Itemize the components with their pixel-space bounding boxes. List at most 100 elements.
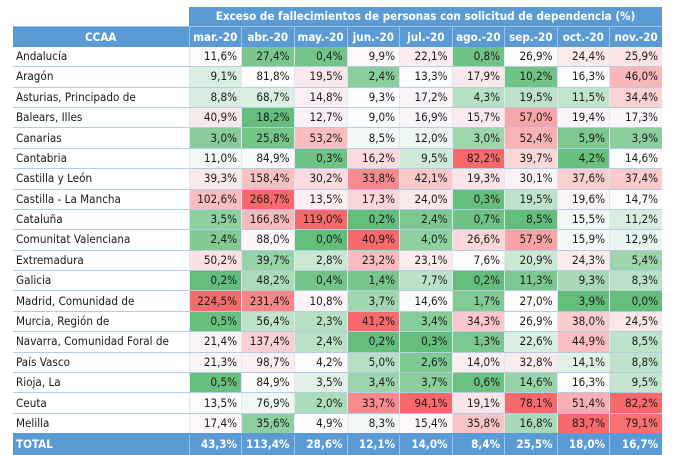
value-cell: 4,2% [293, 352, 348, 374]
table-row: Melilla 17,4% 35,6% 4,9% 8,3% 15,4% 35,8% 16,8%… [13, 413, 663, 435]
value-cell: 14,0% [451, 352, 505, 374]
value-cell: 50,2% [188, 250, 242, 272]
value-cell: 14,1% [556, 352, 610, 374]
value-cell: 57,0% [504, 107, 558, 129]
value-cell: 102,6% [188, 189, 242, 210]
region-name: Rioja, La [13, 372, 189, 394]
table-row: Galicia 0,2% 48,2% 0,4% 1,4% 7,7% 0,2% 11,3% 9,3… [13, 270, 663, 292]
region-name: Balears, Illes [13, 107, 189, 129]
value-cell: 84,9% [241, 148, 294, 170]
value-cell: 21,4% [188, 331, 242, 353]
value-cell: 37,6% [556, 168, 610, 190]
region-name: Cantabria [13, 148, 189, 170]
value-cell: 12,7% [293, 107, 348, 129]
value-cell: 33,8% [346, 168, 400, 190]
value-cell: 51,4% [556, 392, 610, 414]
value-cell: 0,2% [188, 270, 242, 292]
value-cell: 34,4% [609, 87, 663, 108]
value-cell: 3,4% [399, 311, 453, 333]
value-cell: 57,9% [504, 229, 558, 251]
value-cell: 25,9% [609, 46, 663, 68]
value-cell: 17,2% [399, 87, 453, 108]
value-cell: 2,4% [346, 66, 400, 88]
header-blank-cell [13, 7, 189, 27]
value-cell: 0,8% [451, 46, 505, 68]
value-cell: 48,2% [241, 270, 294, 292]
value-cell: 2,6% [399, 352, 453, 374]
value-cell: 13,5% [293, 189, 348, 210]
value-cell: 7,7% [399, 270, 453, 292]
value-cell: 35,6% [241, 413, 294, 435]
value-cell: 14,6% [399, 290, 453, 312]
total-value-cell: 16,7% [609, 433, 663, 455]
value-cell: 53,2% [293, 127, 348, 149]
value-cell: 38,0% [556, 311, 610, 333]
table-row: Asturias, Principado de 8,8% 68,7% 14,8% 9,3… [13, 87, 663, 108]
value-cell: 76,9% [241, 392, 294, 414]
value-cell: 19,4% [556, 107, 610, 129]
table-row: Madrid, Comunidad de 224,5% 231,4% 10,8% 3,7… [13, 290, 663, 312]
region-name: País Vasco [13, 352, 189, 374]
value-cell: 17,9% [451, 66, 505, 88]
value-cell: 2,4% [188, 229, 242, 251]
region-name: Ceuta [13, 392, 189, 414]
table-row: Comunitat Valenciana 2,4% 88,0% 0,0% 40,9% 4,… [13, 229, 663, 251]
value-cell: 24,4% [556, 46, 610, 68]
value-cell: 5,0% [346, 352, 400, 374]
value-cell: 27,0% [504, 290, 558, 312]
value-cell: 24,0% [399, 189, 453, 210]
value-cell: 18,2% [241, 107, 294, 129]
table-row: Aragón 9,1% 81,8% 19,5% 2,4% 13,3% 17,9% 10,2% 1… [13, 66, 663, 88]
value-cell: 19,5% [504, 189, 558, 210]
value-cell: 4,9% [293, 413, 348, 435]
table-super-header: Exceso de fallecimientos de personas con… [189, 7, 663, 27]
value-cell: 98,7% [241, 352, 294, 374]
value-cell: 0,4% [293, 270, 348, 292]
value-cell: 26,6% [451, 229, 505, 251]
value-cell: 82,2% [609, 392, 663, 414]
value-cell: 15,7% [451, 107, 505, 129]
table-row: Canarias 3,0% 25,8% 53,2% 8,5% 12,0% 3,0% 52,4%… [13, 127, 663, 149]
value-cell: 13,5% [188, 392, 242, 414]
value-cell: 15,5% [556, 209, 610, 231]
value-cell: 16,9% [399, 107, 453, 129]
region-name: Melilla [13, 413, 189, 435]
value-cell: 19,5% [293, 66, 348, 88]
value-cell: 30,2% [293, 168, 348, 190]
value-cell: 119,0% [293, 209, 348, 231]
value-cell: 42,1% [399, 168, 453, 190]
table-row: Castilla - La Mancha 102,6% 268,7% 13,5% 17,… [13, 189, 663, 210]
table-row: Castilla y León 39,3% 158,4% 30,2% 33,8% 42,1… [13, 168, 663, 190]
value-cell: 79,1% [609, 413, 663, 435]
value-cell: 35,8% [451, 413, 505, 435]
region-name: Cataluña [13, 209, 189, 231]
value-cell: 9,5% [609, 372, 663, 394]
column-header-ccaa: CCAA [13, 26, 189, 47]
value-cell: 4,2% [556, 148, 610, 170]
region-name: Comunitat Valenciana [13, 229, 189, 251]
value-cell: 8,3% [346, 413, 400, 435]
value-cell: 0,3% [451, 189, 505, 210]
value-cell: 0,3% [399, 331, 453, 353]
value-cell: 16,2% [346, 148, 400, 170]
value-cell: 5,4% [609, 250, 663, 272]
value-cell: 16,3% [556, 66, 610, 88]
value-cell: 14,6% [609, 148, 663, 170]
value-cell: 11,0% [188, 148, 242, 170]
value-cell: 3,9% [609, 127, 663, 149]
region-name: Aragón [13, 66, 189, 88]
value-cell: 22,1% [399, 46, 453, 68]
total-row: TOTAL 43,3% 113,4% 28,6% 12,1% 14,0% 8,4% 25,5… [13, 433, 663, 455]
value-cell: 56,4% [241, 311, 294, 333]
total-value-cell: 28,6% [293, 433, 348, 455]
value-cell: 15,9% [556, 229, 610, 251]
value-cell: 94,1% [399, 392, 453, 414]
value-cell: 23,2% [346, 250, 400, 272]
value-cell: 0,6% [451, 372, 505, 394]
value-cell: 0,2% [346, 209, 400, 231]
value-cell: 39,7% [504, 148, 558, 170]
value-cell: 39,7% [241, 250, 294, 272]
total-label: TOTAL [13, 433, 189, 455]
value-cell: 13,3% [399, 66, 453, 88]
table-row: Rioja, La 0,5% 84,9% 3,5% 3,4% 3,7% 0,6% 14,6% 1… [13, 372, 663, 394]
